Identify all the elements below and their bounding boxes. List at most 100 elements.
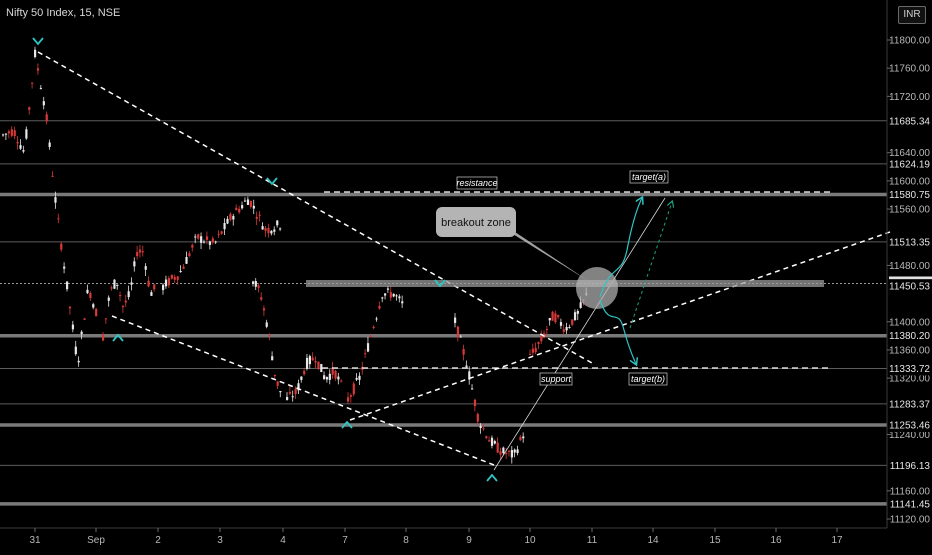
candle-body-64[interactable]	[197, 234, 200, 239]
candle-body-42[interactable]	[127, 291, 130, 298]
candle-body-156[interactable]	[488, 440, 491, 442]
candle-body-30[interactable]	[89, 293, 92, 298]
candle-body-100[interactable]	[271, 356, 274, 361]
target-a-arrow[interactable]	[599, 198, 642, 298]
candle-body-186[interactable]	[576, 311, 579, 314]
candle-body-185[interactable]	[573, 312, 577, 320]
candle-body-18[interactable]	[54, 197, 57, 203]
candle-body-63[interactable]	[194, 236, 197, 238]
candle-body-26[interactable]	[77, 360, 80, 363]
candle-body-71[interactable]	[217, 233, 220, 235]
candle-body-132[interactable]	[369, 336, 372, 338]
candle-body-143[interactable]	[401, 301, 404, 304]
candle-body-145[interactable]	[456, 326, 460, 338]
candle-body-36[interactable]	[110, 287, 113, 289]
candle-body-107[interactable]	[294, 388, 297, 394]
candle-body-51[interactable]	[153, 284, 156, 290]
candle-body-66[interactable]	[202, 241, 206, 243]
candle-body-8[interactable]	[25, 129, 28, 139]
candle-body-41[interactable]	[124, 300, 127, 303]
candle-body-184[interactable]	[571, 319, 574, 325]
candle-body-163[interactable]	[507, 450, 511, 452]
candle-body-55[interactable]	[170, 274, 173, 279]
candle-body-138[interactable]	[386, 288, 390, 290]
candle-body-137[interactable]	[384, 293, 387, 296]
candle-body-4[interactable]	[13, 130, 16, 137]
candle-body-182[interactable]	[565, 326, 568, 331]
candle-body-127[interactable]	[355, 377, 358, 380]
candle-body-130[interactable]	[364, 353, 367, 355]
candle-body-153[interactable]	[479, 425, 482, 429]
candle-body-124[interactable]	[347, 397, 350, 402]
candle-body-59[interactable]	[182, 266, 185, 269]
candle-body-73[interactable]	[223, 223, 226, 230]
candle-body-166[interactable]	[516, 449, 519, 454]
candle-body-69[interactable]	[211, 238, 214, 243]
candle-body-2[interactable]	[7, 131, 11, 134]
candle-body-154[interactable]	[482, 428, 485, 430]
candle-body-112[interactable]	[308, 356, 311, 365]
target-b-arrow[interactable]	[599, 299, 636, 364]
candle-body-142[interactable]	[398, 296, 401, 299]
candle-body-101[interactable]	[273, 374, 277, 377]
candle-body-9[interactable]	[28, 107, 31, 110]
candle-body-136[interactable]	[381, 297, 384, 299]
candle-body-50[interactable]	[150, 292, 153, 296]
candle-body-119[interactable]	[328, 373, 331, 380]
candle-body-15[interactable]	[45, 114, 48, 122]
candle-body-179[interactable]	[557, 315, 560, 318]
candle-body-39[interactable]	[119, 295, 122, 297]
candle-body-177[interactable]	[551, 311, 554, 321]
candle-body-81[interactable]	[246, 199, 250, 205]
candle-body-176[interactable]	[548, 318, 551, 321]
candle-body-172[interactable]	[537, 342, 540, 344]
candle-body-20[interactable]	[60, 243, 63, 250]
candle-body-40[interactable]	[121, 305, 125, 308]
candle-body-168[interactable]	[522, 436, 525, 439]
candle-body-83[interactable]	[252, 205, 255, 209]
candle-body-135[interactable]	[378, 305, 381, 309]
candle-body-47[interactable]	[141, 251, 144, 253]
candle-body-54[interactable]	[167, 278, 171, 286]
candle-body-155[interactable]	[485, 436, 488, 439]
candle-body-105[interactable]	[288, 391, 292, 394]
candle-body-90[interactable]	[273, 229, 276, 232]
candle-body-12[interactable]	[36, 68, 40, 71]
candle-body-27[interactable]	[80, 331, 83, 335]
candle-body-24[interactable]	[71, 324, 75, 330]
candle-body-67[interactable]	[205, 236, 209, 240]
candle-body-187[interactable]	[579, 302, 582, 308]
candle-body-84[interactable]	[255, 216, 258, 219]
candle-body-122[interactable]	[337, 376, 340, 380]
candle-body-167[interactable]	[519, 436, 522, 441]
candle-body-0[interactable]	[2, 134, 5, 136]
candle-body-58[interactable]	[179, 270, 182, 273]
candle-body-152[interactable]	[476, 413, 479, 422]
candle-body-123[interactable]	[340, 380, 343, 382]
candle-body-148[interactable]	[465, 365, 468, 367]
candle-body-5[interactable]	[16, 142, 19, 144]
candle-body-45[interactable]	[136, 251, 139, 257]
breakout-callout-box[interactable]	[436, 207, 516, 237]
candle-body-33[interactable]	[102, 334, 105, 341]
breakout-circle[interactable]	[576, 267, 618, 309]
candle-body-57[interactable]	[176, 276, 179, 280]
candle-body-150[interactable]	[471, 388, 474, 390]
candle-body-35[interactable]	[107, 297, 110, 301]
candle-body-80[interactable]	[243, 200, 247, 202]
candle-body-117[interactable]	[323, 375, 326, 380]
candle-body-43[interactable]	[130, 282, 133, 285]
candle-body-72[interactable]	[220, 231, 223, 234]
candle-body-68[interactable]	[208, 241, 212, 245]
candle-body-106[interactable]	[291, 396, 294, 398]
candle-body-183[interactable]	[568, 326, 571, 328]
candle-body-92[interactable]	[279, 228, 282, 230]
candle-body-170[interactable]	[531, 348, 535, 353]
candle-body-159[interactable]	[496, 442, 499, 453]
candle-body-133[interactable]	[372, 326, 375, 329]
price-axis[interactable]: 11800.00 11760.00 11720.00 11640.00 11600.00…	[887, 36, 930, 526]
candle-body-173[interactable]	[540, 335, 543, 342]
candle-body-3[interactable]	[10, 129, 13, 136]
candle-body-46[interactable]	[138, 249, 142, 253]
candle-body-181[interactable]	[562, 329, 565, 332]
